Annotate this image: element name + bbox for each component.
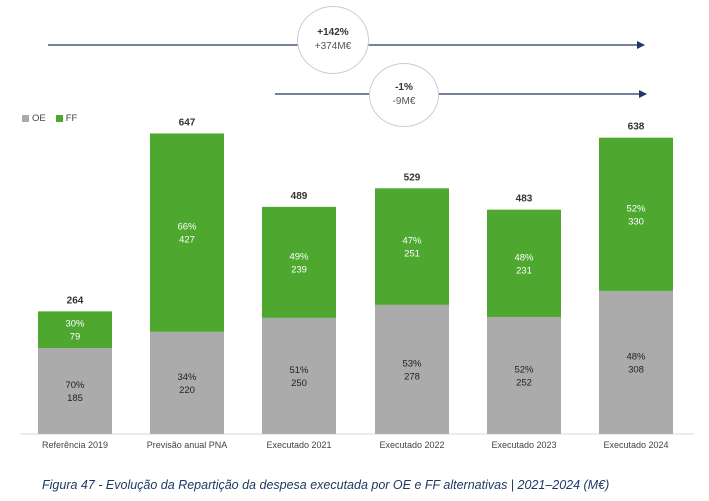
annotation-2021-2024: -1% -9M€ [369, 63, 439, 127]
label-total-5: 638 [628, 122, 645, 133]
bar-oe-4 [487, 316, 561, 434]
bar-ff-5 [599, 137, 673, 291]
label-ff-value-1: 427 [179, 235, 195, 246]
x-tick-label-1: Previsão anual PNA [147, 440, 228, 450]
label-oe-percent-2: 51% [289, 365, 309, 376]
label-oe-percent-3: 53% [402, 358, 422, 369]
label-ff-value-0: 79 [70, 332, 81, 343]
label-ff-percent-3: 47% [402, 236, 422, 247]
label-ff-percent-1: 66% [177, 222, 197, 233]
label-total-4: 483 [516, 194, 533, 205]
label-ff-percent-0: 30% [65, 319, 85, 330]
x-tick-label-5: Executado 2024 [603, 440, 668, 450]
x-tick-label-4: Executado 2023 [491, 440, 556, 450]
label-oe-percent-4: 52% [514, 364, 534, 375]
label-ff-value-3: 251 [404, 249, 420, 260]
bar-ff-2 [262, 206, 336, 318]
legend-label-ff: FF [65, 113, 78, 124]
label-total-0: 264 [67, 295, 84, 306]
label-total-1: 647 [179, 117, 196, 128]
bars-group: 70% 185 30% 79 264 Referência 2019 34% 220 66% 42… [38, 117, 673, 450]
label-oe-value-5: 308 [628, 364, 644, 375]
bar-ff-3 [375, 188, 449, 305]
label-oe-percent-0: 70% [65, 380, 85, 391]
legend: OE FF [22, 113, 77, 124]
legend-swatch-oe [22, 115, 29, 122]
annotation-amount: -9M€ [392, 96, 416, 107]
label-oe-value-3: 278 [404, 371, 420, 382]
bar-oe-1 [150, 331, 224, 434]
legend-swatch-ff [55, 115, 63, 122]
label-oe-value-4: 252 [516, 377, 532, 388]
label-oe-value-1: 220 [179, 385, 195, 396]
figure-caption: Figura 47 - Evolução da Repartição da de… [42, 478, 610, 492]
label-oe-percent-5: 48% [626, 351, 646, 362]
bar-oe-3 [375, 304, 449, 434]
label-ff-value-4: 231 [516, 265, 532, 276]
annotation-amount: +374M€ [314, 41, 352, 52]
bar-ff-4 [487, 209, 561, 317]
label-oe-value-0: 185 [67, 393, 83, 404]
label-ff-percent-2: 49% [289, 251, 309, 262]
label-ff-value-2: 239 [291, 264, 307, 275]
x-tick-label-0: Referência 2019 [42, 440, 108, 450]
label-total-3: 529 [404, 172, 421, 183]
label-oe-value-2: 250 [291, 378, 307, 389]
bar-oe-5 [599, 290, 673, 434]
label-ff-percent-5: 52% [626, 203, 646, 214]
x-tick-label-2: Executado 2021 [266, 440, 331, 450]
legend-item-oe: OE [22, 113, 46, 124]
x-tick-label-3: Executado 2022 [379, 440, 444, 450]
legend-item-ff: FF [55, 113, 78, 124]
bar-ff-0 [38, 311, 112, 349]
bar-oe-2 [262, 317, 336, 434]
legend-label-oe: OE [32, 113, 46, 124]
annotation-2019-2024: +142% +374M€ [297, 6, 369, 74]
annotation-percent: -1% [395, 82, 413, 93]
annotation-percent: +142% [317, 27, 349, 38]
label-oe-percent-1: 34% [177, 372, 197, 383]
bar-ff-1 [150, 133, 224, 332]
bar-oe-0 [38, 348, 112, 434]
label-ff-value-5: 330 [628, 216, 644, 227]
label-ff-percent-4: 48% [514, 252, 534, 263]
label-total-2: 489 [291, 191, 308, 202]
